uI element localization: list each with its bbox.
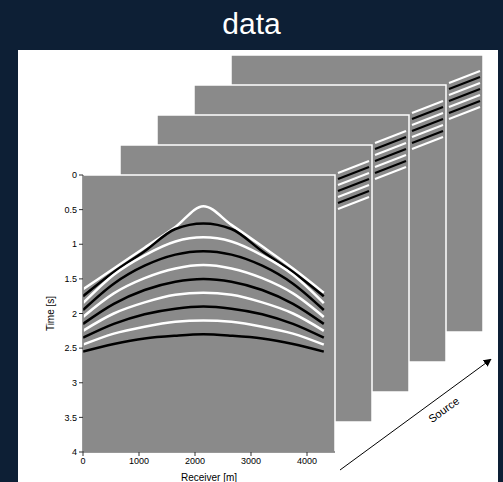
svg-text:Time [s]: Time [s]	[45, 296, 56, 331]
svg-text:1000: 1000	[129, 456, 149, 466]
svg-text:Receiver [m]: Receiver [m]	[181, 472, 237, 482]
svg-text:0: 0	[72, 170, 77, 180]
svg-text:Source: Source	[426, 395, 461, 425]
svg-text:3: 3	[72, 378, 77, 388]
svg-text:3.5: 3.5	[64, 413, 77, 423]
svg-text:4: 4	[72, 447, 77, 457]
svg-text:3000: 3000	[241, 456, 261, 466]
svg-text:2000: 2000	[185, 456, 205, 466]
svg-text:1: 1	[72, 239, 77, 249]
svg-text:1.5: 1.5	[64, 274, 77, 284]
svg-text:4000: 4000	[297, 456, 317, 466]
html-text:data: data	[222, 7, 281, 40]
svg-text:2.5: 2.5	[64, 343, 77, 353]
svg-text:0.5: 0.5	[64, 205, 77, 215]
svg-text:0: 0	[80, 456, 85, 466]
svg-text:2: 2	[72, 309, 77, 319]
